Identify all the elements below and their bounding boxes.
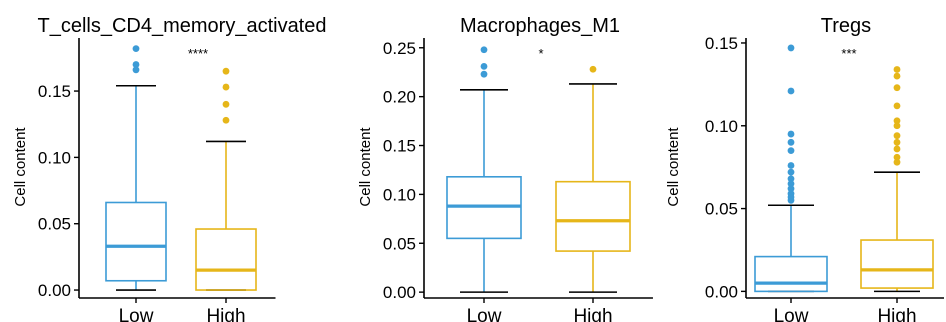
outlier-point <box>787 175 795 183</box>
box-iqr <box>195 228 257 291</box>
box-iqr <box>860 239 934 289</box>
outlier-point <box>787 44 795 52</box>
outlier-point <box>132 66 140 74</box>
outlier-point <box>787 196 795 204</box>
y-axis-label: Cell content <box>12 127 29 207</box>
outlier-point <box>893 153 901 161</box>
y-tick-label: 0.15 <box>705 34 738 53</box>
y-tick-label: 0.15 <box>38 82 71 101</box>
outlier-point <box>132 61 140 68</box>
outlier-point <box>132 45 140 53</box>
outlier-point <box>787 162 795 169</box>
outlier-point <box>787 168 795 176</box>
panel-title: Macrophages_M1 <box>460 15 620 37</box>
box-iqr <box>754 255 828 293</box>
y-tick-label: 0.00 <box>383 283 416 302</box>
x-tick-label: Low <box>467 306 502 322</box>
outlier-point <box>893 122 901 130</box>
y-tick-label: 0.00 <box>38 281 71 300</box>
y-tick-label: 0.00 <box>705 282 738 301</box>
x-tick-label: High <box>206 306 245 322</box>
y-tick-label: 0.05 <box>38 215 71 234</box>
outlier-point <box>787 87 795 95</box>
y-axis-label: Cell content <box>357 127 374 207</box>
x-tick-label: High <box>573 306 612 322</box>
outlier-point <box>222 116 230 124</box>
y-tick-label: 0.05 <box>705 200 738 219</box>
x-tick-label: Low <box>774 306 809 322</box>
y-tick-label: 0.25 <box>383 39 416 58</box>
box-iqr <box>555 180 631 252</box>
y-axis-label: Cell content <box>665 127 682 207</box>
outlier-point <box>480 62 488 70</box>
y-tick-label: 0.10 <box>705 117 738 136</box>
panel-title: T_cells_CD4_memory_activated <box>37 15 326 37</box>
y-tick-label: 0.05 <box>383 234 416 253</box>
outlier-point <box>589 65 597 73</box>
outlier-point <box>893 72 901 80</box>
outlier-point <box>222 100 230 108</box>
outlier-point <box>787 130 795 138</box>
y-tick-label: 0.15 <box>383 137 416 156</box>
outlier-point <box>893 117 901 125</box>
outlier-point <box>787 138 795 146</box>
outlier-point <box>893 102 901 110</box>
outlier-point <box>787 180 795 188</box>
outlier-point <box>222 67 230 75</box>
outlier-point <box>480 46 488 54</box>
outlier-point <box>893 84 901 92</box>
box-iqr <box>105 201 167 282</box>
x-tick-label: Low <box>119 306 154 322</box>
outlier-point <box>893 138 901 146</box>
y-tick-label: 0.20 <box>383 88 416 107</box>
x-tick-label: High <box>877 306 916 322</box>
y-tick-label: 0.10 <box>38 148 71 167</box>
outlier-point <box>787 185 795 193</box>
outlier-point <box>480 70 488 78</box>
outlier-point <box>893 132 901 140</box>
outlier-point <box>222 83 230 91</box>
significance-label: *** <box>841 46 856 61</box>
panel-title: Tregs <box>821 15 871 37</box>
significance-label: **** <box>188 46 208 61</box>
outlier-point <box>893 66 901 73</box>
y-tick-label: 0.10 <box>383 185 416 204</box>
outlier-point <box>893 158 901 166</box>
significance-label: * <box>538 46 543 61</box>
outlier-point <box>787 147 795 155</box>
outlier-point <box>893 145 901 153</box>
